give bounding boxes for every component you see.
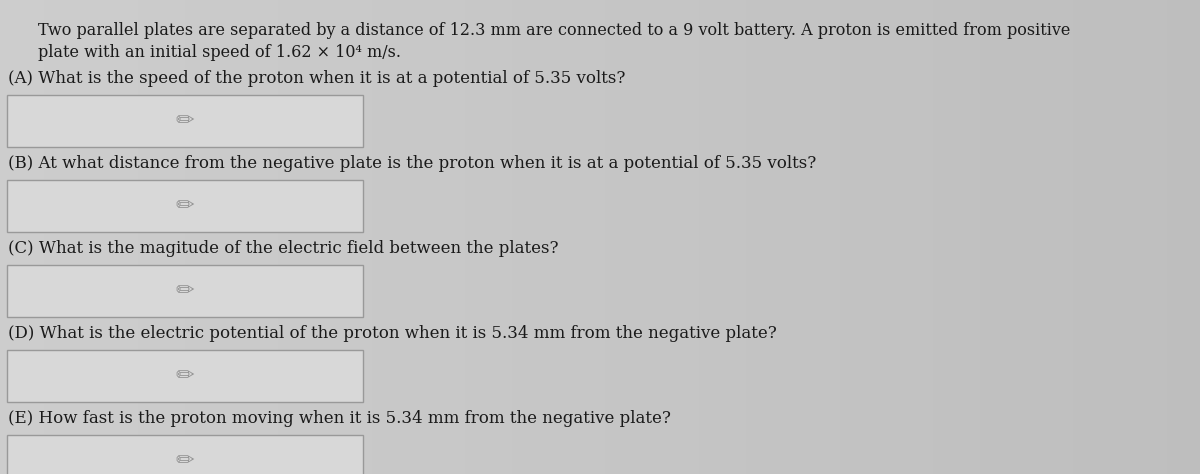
FancyBboxPatch shape: [7, 180, 364, 232]
Text: ✏: ✏: [175, 196, 194, 216]
Text: ✏: ✏: [175, 281, 194, 301]
Text: (B) At what distance from the negative plate is the proton when it is at a poten: (B) At what distance from the negative p…: [8, 155, 816, 172]
Text: plate with an initial speed of 1.62 × 10⁴ m/s.: plate with an initial speed of 1.62 × 10…: [38, 44, 401, 61]
Text: (D) What is the electric potential of the proton when it is 5.34 mm from the neg: (D) What is the electric potential of th…: [8, 325, 776, 342]
FancyBboxPatch shape: [7, 349, 364, 402]
Text: Two parallel plates are separated by a distance of 12.3 mm are connected to a 9 : Two parallel plates are separated by a d…: [38, 22, 1070, 39]
Text: (A) What is the speed of the proton when it is at a potential of 5.35 volts?: (A) What is the speed of the proton when…: [8, 70, 625, 87]
Text: ✏: ✏: [175, 111, 194, 131]
FancyBboxPatch shape: [7, 435, 364, 474]
Text: (C) What is the magitude of the electric field between the plates?: (C) What is the magitude of the electric…: [8, 240, 558, 257]
FancyBboxPatch shape: [7, 264, 364, 318]
FancyBboxPatch shape: [7, 94, 364, 147]
Text: ✏: ✏: [175, 366, 194, 386]
Text: ✏: ✏: [175, 451, 194, 471]
Text: (E) How fast is the proton moving when it is 5.34 mm from the negative plate?: (E) How fast is the proton moving when i…: [8, 410, 671, 427]
